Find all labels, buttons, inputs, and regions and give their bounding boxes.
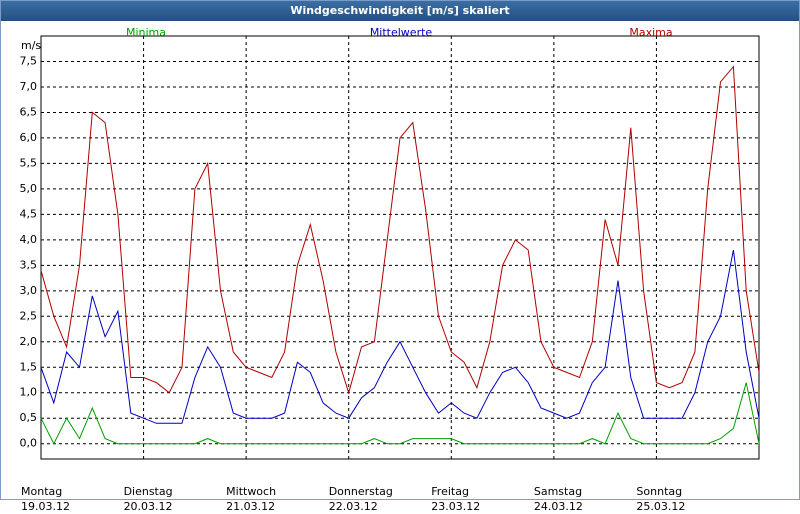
y-tick-label: 7,0	[20, 80, 38, 93]
y-tick-label: 4,5	[20, 207, 38, 220]
y-tick-label: 3,0	[20, 284, 38, 297]
x-tick-label: Dienstag 20.03.12	[123, 485, 173, 513]
series-line	[40, 382, 760, 445]
y-tick-label: 3,5	[20, 258, 38, 271]
y-tick-label: 6,5	[20, 105, 38, 118]
series-line	[40, 65, 760, 395]
x-tick-label: Mittwoch 21.03.12	[226, 485, 277, 513]
y-tick-label: 7,5	[20, 54, 38, 67]
y-tick-label: 1,5	[20, 360, 38, 373]
y-tick-label: 2,0	[20, 335, 38, 348]
x-tick-label: Donnerstag 22.03.12	[328, 485, 393, 513]
legend-entry: Maxima	[629, 26, 672, 39]
legend-entry: Mittelwerte	[370, 26, 433, 39]
y-tick-label: 0,0	[20, 437, 38, 450]
y-tick-label: 6,0	[20, 131, 38, 144]
plot-area	[40, 35, 760, 460]
x-tick-label: Sonntag 25.03.12	[636, 485, 686, 513]
y-tick-label: 4,0	[20, 233, 38, 246]
x-tick-label: Samstag 24.03.12	[533, 485, 583, 513]
chart-title: Windgeschwindigkeit [m/s] skaliert	[1, 1, 799, 21]
y-tick-label: 1,0	[20, 386, 38, 399]
x-tick-label: Freitag 23.03.12	[431, 485, 481, 513]
y-tick-label: 5,5	[20, 156, 38, 169]
legend-entry: Minima	[126, 26, 166, 39]
x-tick-label: Montag 19.03.12	[21, 485, 70, 513]
series-line	[40, 249, 760, 424]
y-tick-label: 2,5	[20, 309, 38, 322]
chart: m/s 0,0 0,5 1,0 1,5 2,0 2,5 3,0 3,5 4,0 4,5 5,0 5,5…	[20, 26, 760, 460]
y-axis-label: m/s	[21, 39, 41, 52]
y-tick-label: 0,5	[20, 411, 38, 424]
y-tick-label: 5,0	[20, 182, 38, 195]
